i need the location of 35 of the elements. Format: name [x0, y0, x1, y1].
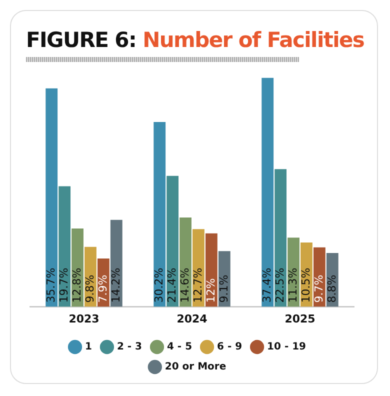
- data-label: 14.2%: [109, 268, 122, 303]
- x-tick-label: 2025: [284, 312, 316, 326]
- x-tick-label: 2023: [68, 312, 100, 326]
- data-label: 12.8%: [70, 268, 84, 303]
- legend-label: 10 - 19: [267, 342, 306, 353]
- data-label: 21.4%: [165, 268, 178, 303]
- data-label: 12.7%: [191, 268, 204, 303]
- x-tick-label: 2024: [176, 312, 208, 326]
- data-label: 35.7%: [44, 268, 58, 303]
- bar: [262, 78, 274, 307]
- legend-label: 1: [85, 342, 92, 353]
- chart-title: FIGURE 6: Number of Facilities: [26, 28, 364, 52]
- legend-label: 6 - 9: [217, 342, 242, 353]
- data-label: 7.9%: [96, 274, 110, 303]
- bar: [205, 233, 218, 307]
- bar: [154, 122, 166, 307]
- data-label: 9.7%: [312, 274, 326, 303]
- data-label: 30.2%: [152, 268, 166, 303]
- data-label: 12%: [204, 278, 218, 303]
- data-label: 10.5%: [299, 268, 312, 303]
- data-label: 8.8%: [325, 274, 338, 303]
- bar: [274, 169, 287, 307]
- data-label: 9.8%: [83, 274, 96, 303]
- legend-label: 4 - 5: [166, 342, 192, 353]
- data-label: 22.5%: [273, 268, 286, 303]
- bar: [58, 186, 71, 307]
- data-label: 9.1%: [217, 274, 230, 303]
- bar: [166, 176, 179, 307]
- bar: [46, 88, 58, 307]
- data-label: 37.4%: [260, 268, 274, 303]
- data-label: 11.3%: [286, 268, 300, 303]
- data-label: 19.7%: [57, 268, 70, 303]
- legend-label: 2 - 3: [116, 342, 142, 353]
- legend-label: 20 or More: [164, 362, 226, 373]
- data-label: 14.6%: [178, 268, 192, 303]
